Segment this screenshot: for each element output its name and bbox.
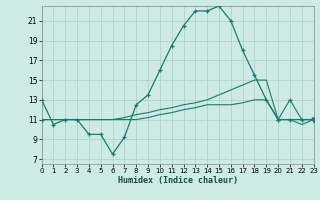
X-axis label: Humidex (Indice chaleur): Humidex (Indice chaleur) bbox=[118, 176, 237, 185]
